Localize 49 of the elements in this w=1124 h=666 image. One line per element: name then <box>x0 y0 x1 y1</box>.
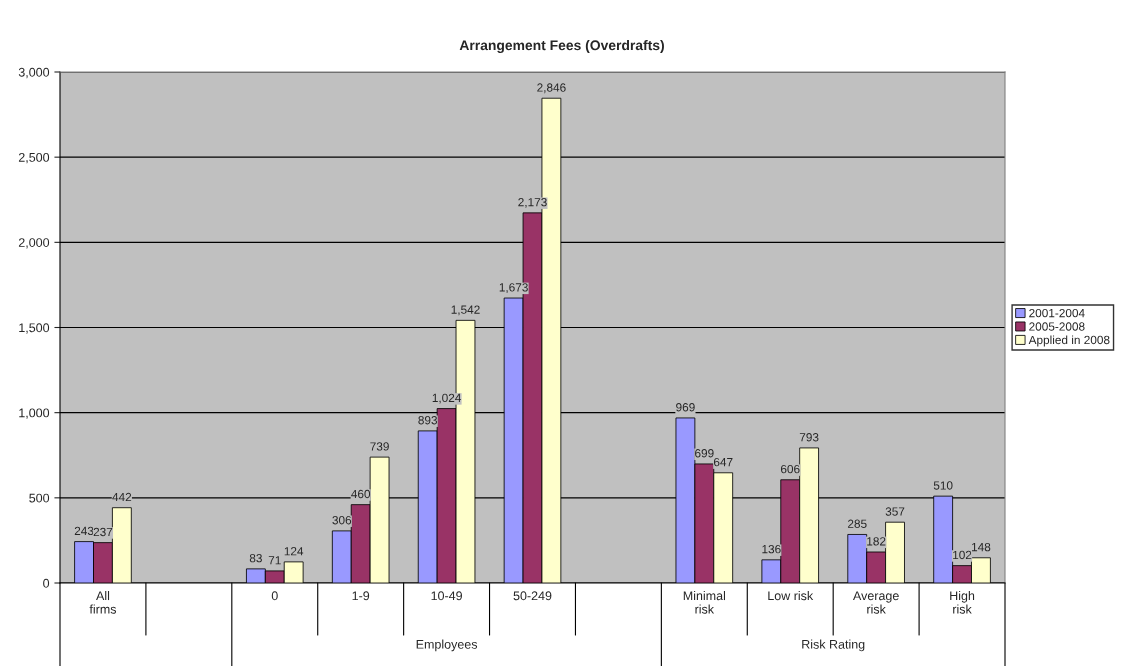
text: Risk Rating <box>802 639 865 652</box>
data-label: 83 <box>249 554 262 563</box>
data-label: 510 <box>933 481 953 490</box>
x-tick-label: 50-249 <box>513 591 552 601</box>
chart-title: Arrangement Fees (Overdrafts) <box>459 40 664 54</box>
data-label: 2,846 <box>537 83 566 94</box>
data-label: 102 <box>953 550 972 560</box>
y-tick-label: 0 <box>43 578 50 588</box>
y-tick-label: 1,500 <box>19 323 50 334</box>
data-label: 739 <box>370 442 389 451</box>
data-label: 124 <box>284 547 304 556</box>
y-tick-label: 1,000 <box>19 408 50 419</box>
x-tick-label: All firms <box>89 591 117 614</box>
x-tick-label: Minimal risk <box>683 591 726 614</box>
data-label: 442 <box>112 492 132 502</box>
data-label: 699 <box>695 449 714 458</box>
x-tick-label: 10-49 <box>431 591 462 601</box>
data-label: 136 <box>762 544 781 554</box>
data-label: 1,024 <box>432 393 462 404</box>
data-label: 285 <box>847 519 867 528</box>
data-label: 237 <box>93 527 113 537</box>
data-label: 243 <box>74 526 94 536</box>
data-label: 793 <box>799 433 819 442</box>
x-tick-label: High risk <box>950 591 975 614</box>
data-label: 182 <box>867 537 886 546</box>
x-tick-label: 0 <box>271 591 278 601</box>
data-label: 460 <box>351 489 371 499</box>
data-label: 71 <box>268 556 281 565</box>
legend-label: 2005-2008 <box>1029 322 1085 331</box>
data-label: 306 <box>332 516 352 525</box>
data-label: 969 <box>676 403 695 412</box>
legend-label: Applied in 2008 <box>1028 335 1110 347</box>
data-label: 893 <box>418 416 438 425</box>
y-tick-label: 3,000 <box>18 67 50 79</box>
x-tick-label: Average risk <box>852 591 899 614</box>
data-label: 2,173 <box>518 198 547 208</box>
y-tick-label: 2,500 <box>18 152 50 164</box>
data-label: 148 <box>972 542 991 552</box>
data-label: 1,673 <box>499 283 528 293</box>
y-tick-label: 2,000 <box>18 238 50 249</box>
y-tick-label: 500 <box>29 493 50 503</box>
data-label: 647 <box>713 457 733 467</box>
x-tick-label: 1-9 <box>352 591 370 601</box>
legend-label: 2001-2004 <box>1029 308 1085 318</box>
text: Employees <box>416 639 478 652</box>
data-label: 1,542 <box>451 305 480 316</box>
data-label: 357 <box>885 507 905 516</box>
data-label: 606 <box>780 464 800 474</box>
x-tick-label: Low risk <box>768 591 814 601</box>
